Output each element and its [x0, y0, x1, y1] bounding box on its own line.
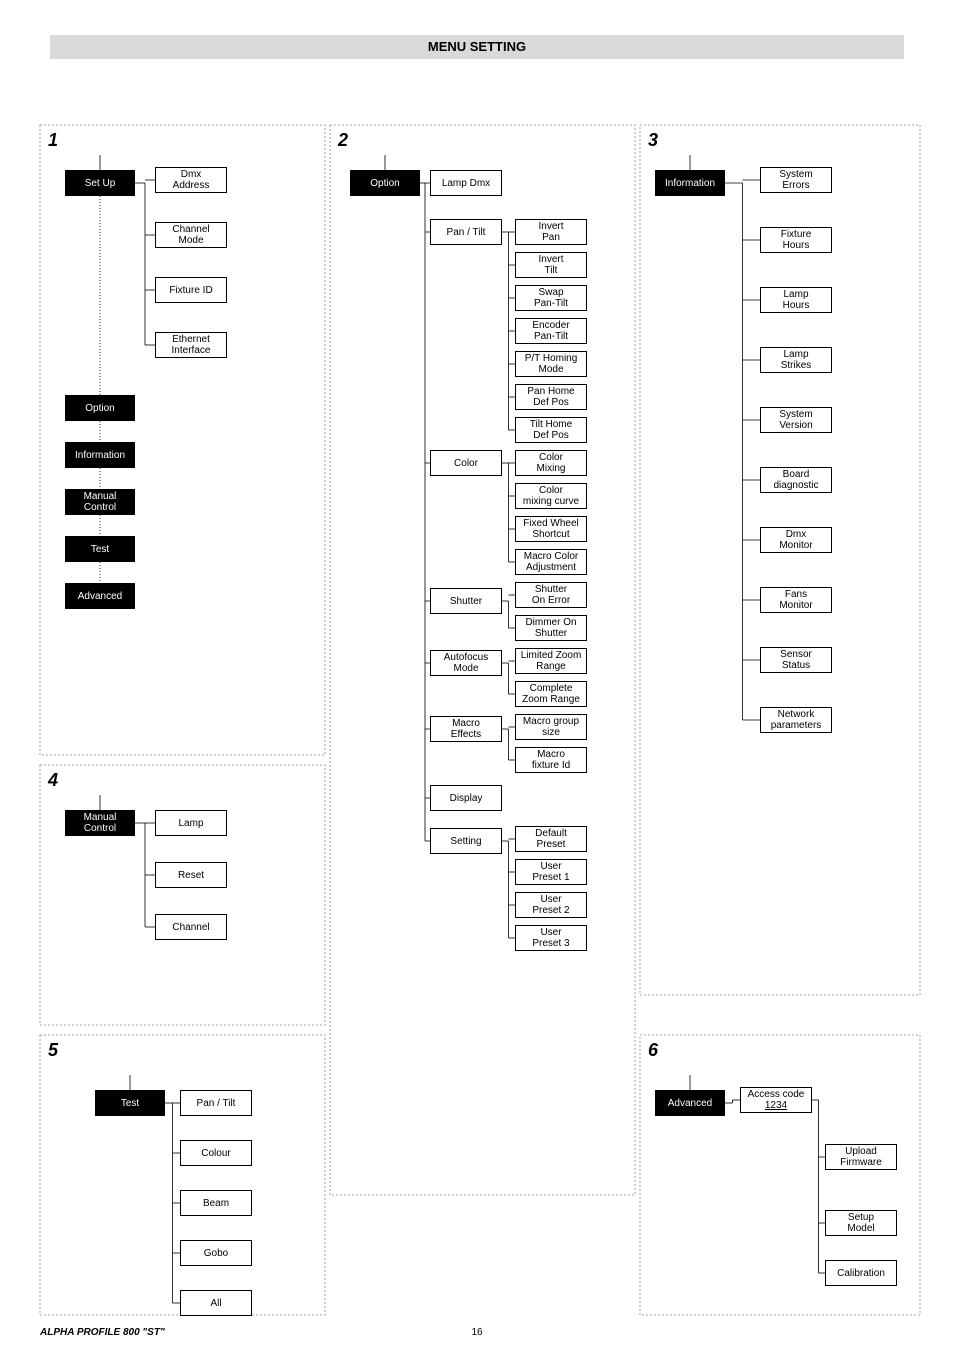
menu-node: Shutter	[430, 588, 502, 614]
menu-node: Calibration	[825, 1260, 897, 1286]
menu-node: Limited Zoom Range	[515, 648, 587, 674]
menu-node: Dmx Monitor	[760, 527, 832, 553]
menu-node: Invert Pan	[515, 219, 587, 245]
menu-node: Encoder Pan-Tilt	[515, 318, 587, 344]
menu-node: Advanced	[65, 583, 135, 609]
menu-node: Color Mixing	[515, 450, 587, 476]
menu-node: Display	[430, 785, 502, 811]
menu-node: Lamp Strikes	[760, 347, 832, 373]
panel-number: 5	[48, 1040, 58, 1061]
menu-node: Manual Control	[65, 810, 135, 836]
menu-node: Macro Effects	[430, 716, 502, 742]
menu-node: Fixture Hours	[760, 227, 832, 253]
menu-node: Gobo	[180, 1240, 252, 1266]
menu-node: P/T Homing Mode	[515, 351, 587, 377]
menu-node: Setting	[430, 828, 502, 854]
menu-node: Colour	[180, 1140, 252, 1166]
menu-node: User Preset 3	[515, 925, 587, 951]
menu-node: System Errors	[760, 167, 832, 193]
menu-node: Test	[65, 536, 135, 562]
menu-node: Manual Control	[65, 489, 135, 515]
menu-node: Information	[65, 442, 135, 468]
menu-node: Network parameters	[760, 707, 832, 733]
menu-node: Beam	[180, 1190, 252, 1216]
menu-node: Pan Home Def Pos	[515, 384, 587, 410]
menu-node: Fixture ID	[155, 277, 227, 303]
menu-node: Tilt Home Def Pos	[515, 417, 587, 443]
menu-node: Advanced	[655, 1090, 725, 1116]
menu-node: Sensor Status	[760, 647, 832, 673]
title-bar: MENU SETTING	[50, 35, 904, 59]
menu-node: Dimmer On Shutter	[515, 615, 587, 641]
menu-node: Upload Firmware	[825, 1144, 897, 1170]
menu-node: Set Up	[65, 170, 135, 196]
menu-node: Test	[95, 1090, 165, 1116]
menu-node: Access code1234	[740, 1087, 812, 1113]
menu-node: Reset	[155, 862, 227, 888]
menu-node: Invert Tilt	[515, 252, 587, 278]
panel-number: 6	[648, 1040, 658, 1061]
menu-node: Fans Monitor	[760, 587, 832, 613]
menu-node: Macro group size	[515, 714, 587, 740]
menu-node: User Preset 2	[515, 892, 587, 918]
menu-node: Pan / Tilt	[430, 219, 502, 245]
menu-node: Channel Mode	[155, 222, 227, 248]
menu-node: Lamp	[155, 810, 227, 836]
menu-node: Macro Color Adjustment	[515, 549, 587, 575]
menu-node: System Version	[760, 407, 832, 433]
panel-number: 2	[338, 130, 348, 151]
menu-node: Information	[655, 170, 725, 196]
menu-node: Complete Zoom Range	[515, 681, 587, 707]
menu-node: Option	[65, 395, 135, 421]
panel-number: 3	[648, 130, 658, 151]
menu-node: Shutter On Error	[515, 582, 587, 608]
panel-number: 1	[48, 130, 58, 151]
menu-node: Ethernet Interface	[155, 332, 227, 358]
menu-node: Swap Pan-Tilt	[515, 285, 587, 311]
menu-node: Pan / Tilt	[180, 1090, 252, 1116]
menu-node: Default Preset	[515, 826, 587, 852]
menu-node: Setup Model	[825, 1210, 897, 1236]
menu-node: User Preset 1	[515, 859, 587, 885]
menu-node: Macro fixture Id	[515, 747, 587, 773]
menu-node: Channel	[155, 914, 227, 940]
menu-node: Lamp Dmx	[430, 170, 502, 196]
menu-node: Dmx Address	[155, 167, 227, 193]
menu-node: Fixed Wheel Shortcut	[515, 516, 587, 542]
menu-node: Option	[350, 170, 420, 196]
menu-node: Color	[430, 450, 502, 476]
menu-node: Board diagnostic	[760, 467, 832, 493]
panel-number: 4	[48, 770, 58, 791]
menu-node: Color mixing curve	[515, 483, 587, 509]
menu-node: All	[180, 1290, 252, 1316]
menu-node: Autofocus Mode	[430, 650, 502, 676]
footer-page-num: 16	[0, 1327, 954, 1338]
menu-node: Lamp Hours	[760, 287, 832, 313]
